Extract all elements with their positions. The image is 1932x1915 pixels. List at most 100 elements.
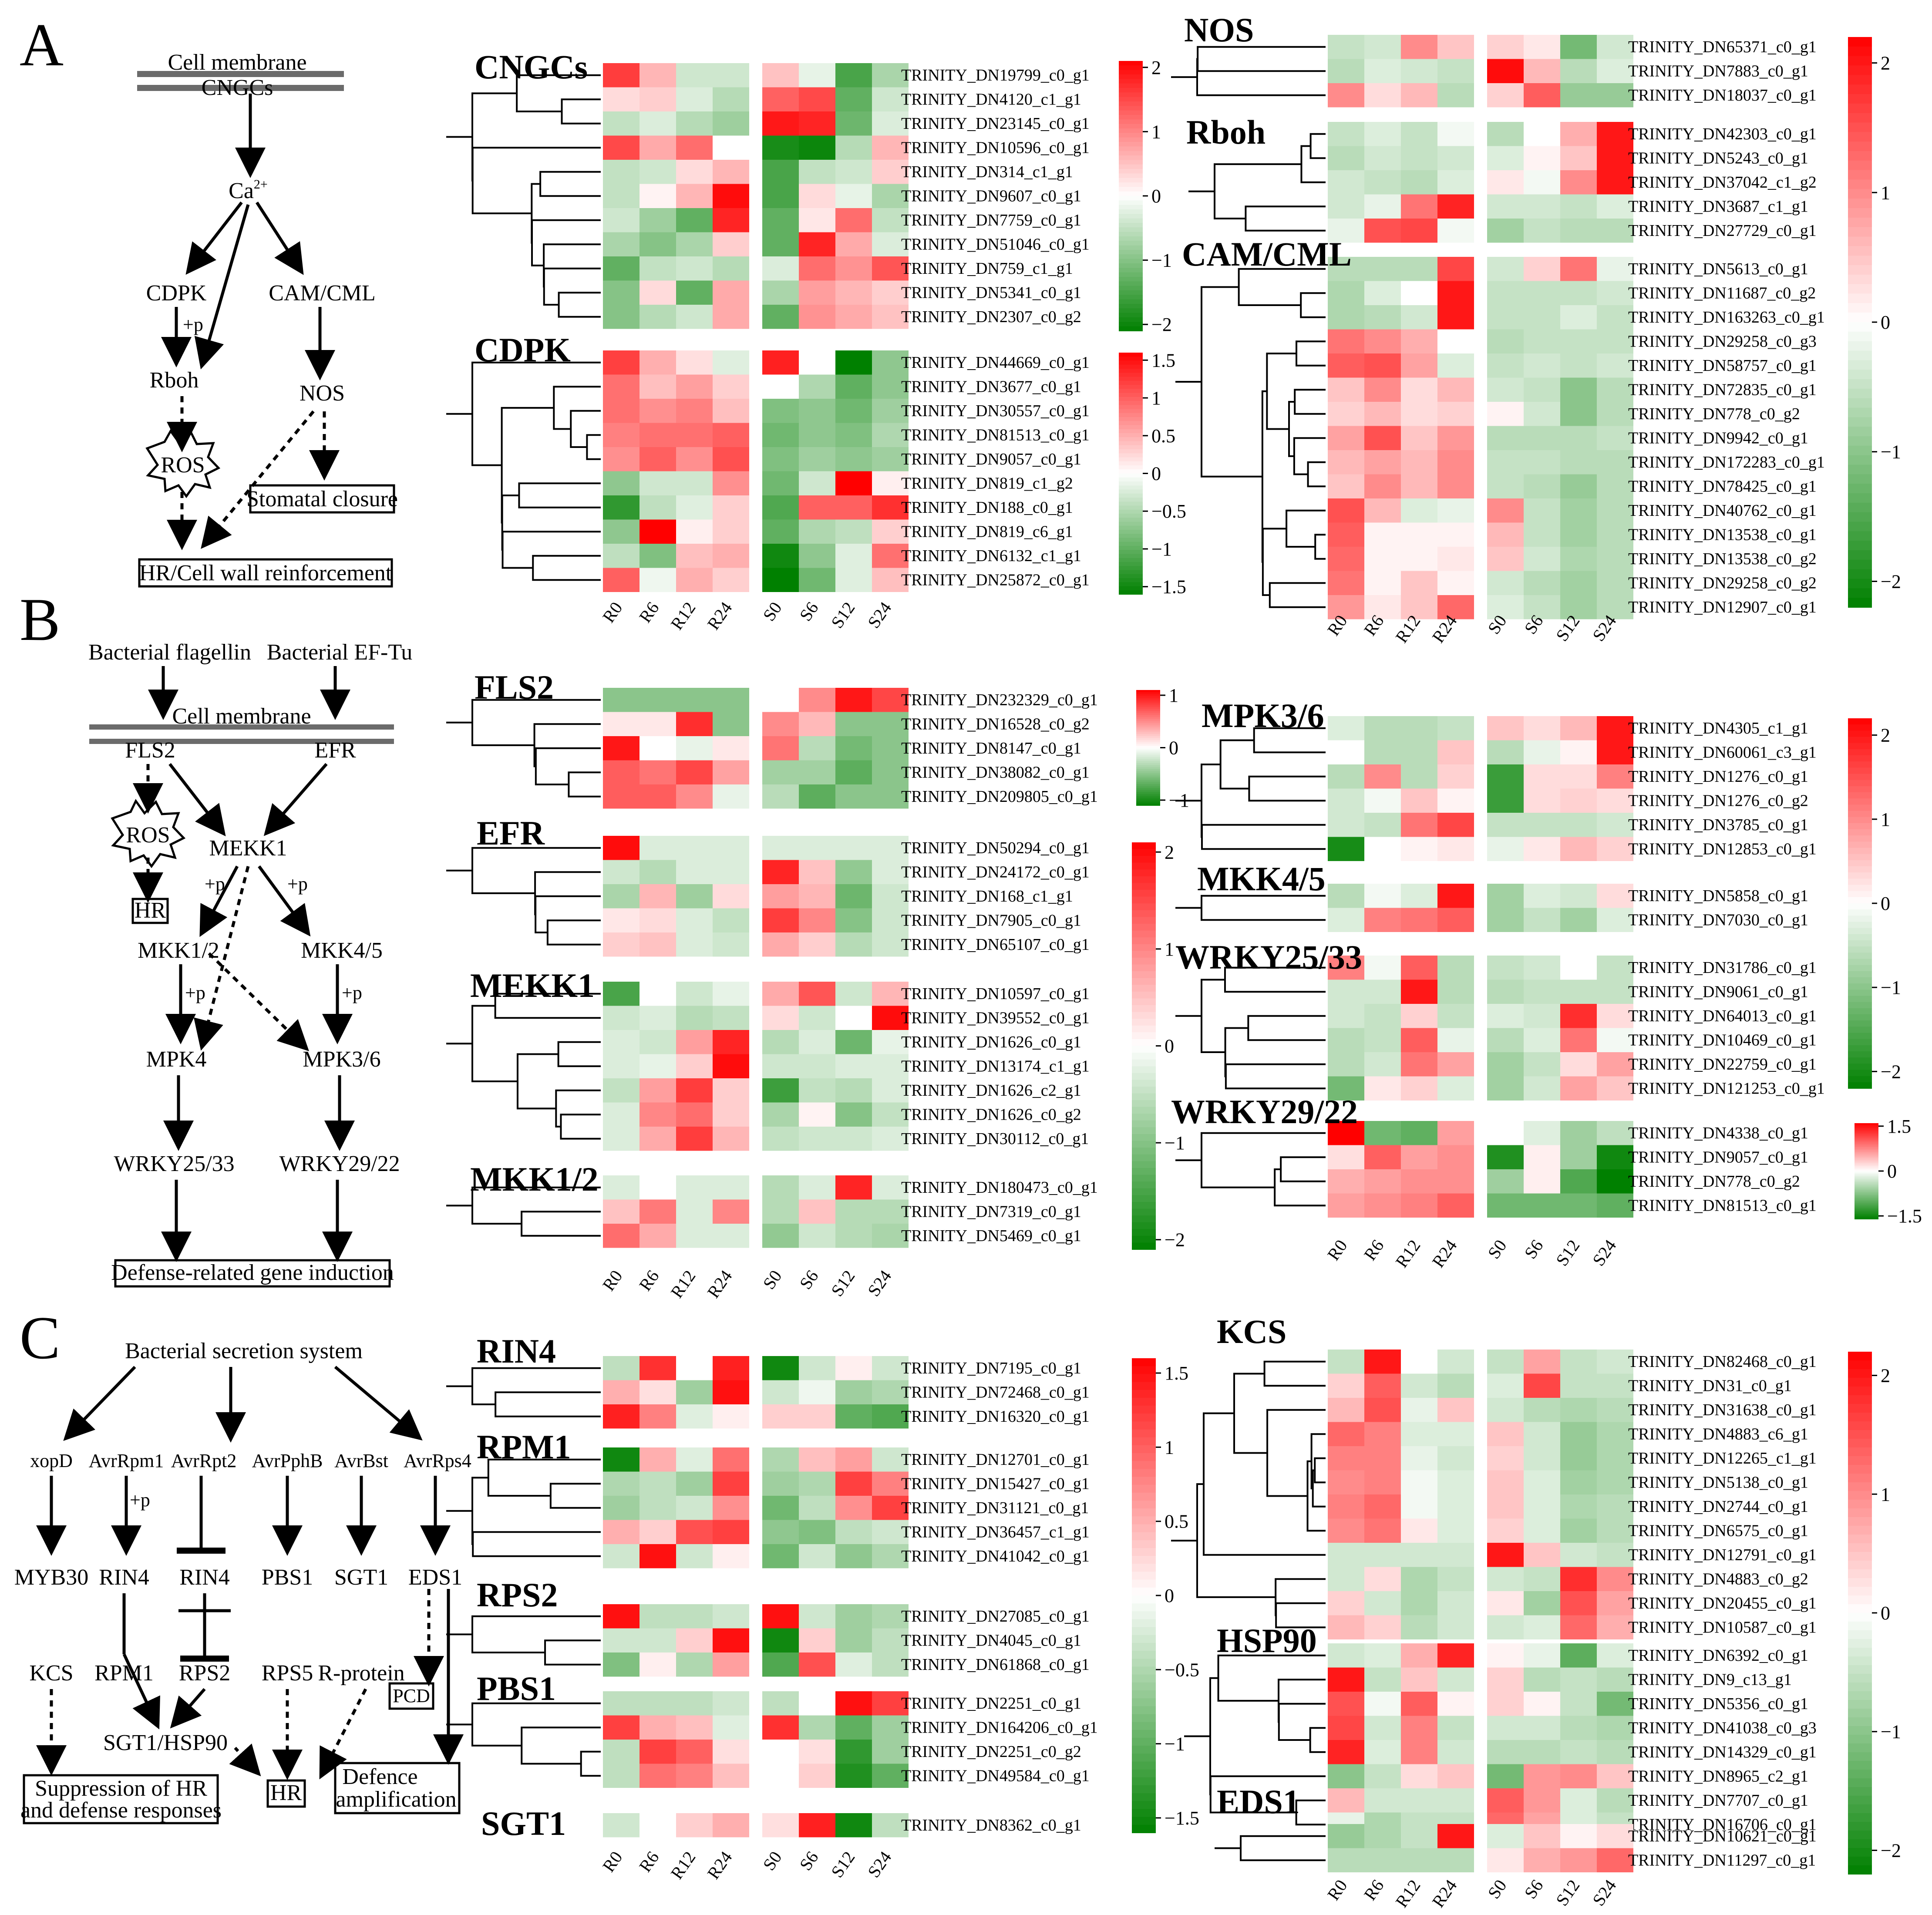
heatmap-mkk4-5-cell xyxy=(1597,884,1633,908)
heatmap-cam-cml-cell xyxy=(1560,329,1597,353)
cngcs-colour-bar-gradient-step xyxy=(1119,79,1143,84)
heatmap-wrky29-22-cell xyxy=(1401,1169,1437,1194)
effector-avrrpt2-label: AvrRpt2 xyxy=(171,1450,237,1471)
heatmap-hsp90-cell xyxy=(1437,1667,1474,1692)
panel-b-right-colour-bar-gradient-step xyxy=(1848,959,1872,966)
heatmap-hsp90-cell xyxy=(1401,1764,1437,1788)
heatmap-rpm1-cell xyxy=(640,1471,676,1496)
heatmap-cdpk-cell xyxy=(676,471,713,495)
heatmap-cam-cml-dendrogram-branch xyxy=(1238,268,1326,306)
panel-a-right-colour-bar-gradient-step xyxy=(1848,445,1872,456)
heatmap-nos-dendrogram xyxy=(1171,46,1326,96)
panel-c-left-colour-bar-gradient-step xyxy=(1132,1477,1156,1485)
heatmap-mkk1-2-cell xyxy=(676,1175,713,1200)
panel-a-right-colour-bar-gradient-step xyxy=(1848,151,1872,161)
heatmap-cdpk-cell xyxy=(603,471,640,495)
panel-a-left-columns-column-label: R24 xyxy=(703,598,736,633)
heatmap-cam-cml-cell xyxy=(1524,571,1560,595)
heatmap-cam-cml-cell xyxy=(1364,522,1401,547)
heatmap-wrky25-33-cell xyxy=(1524,1076,1560,1101)
heatmap-hsp90-cell xyxy=(1437,1716,1474,1740)
heatmap-cngcs-cell xyxy=(640,111,676,136)
panel-c-left-colour-bar-gradient-step xyxy=(1132,1429,1156,1438)
heatmap-rpm1-cell xyxy=(603,1447,640,1472)
heatmap-kcs-cell xyxy=(1597,1422,1633,1446)
heatmap-hsp90-cell xyxy=(1328,1740,1364,1764)
cngcs-colour-bar-gradient-step xyxy=(1119,200,1143,205)
heatmap-rps2-cell xyxy=(835,1628,872,1652)
heatmap-rin4-dendrogram-branch xyxy=(495,1391,601,1417)
heatmap-kcs-cell xyxy=(1487,1567,1524,1591)
heatmap-mekk1-title: MEKK1 xyxy=(470,966,595,1004)
heatmap-rboh-cell xyxy=(1560,219,1597,243)
heatmap-hsp90-cell xyxy=(1364,1740,1401,1764)
heatmap-efr-cell xyxy=(872,860,909,884)
heatmap-efr-cell xyxy=(713,836,749,860)
panel-b-right-columns-column-label: S12 xyxy=(1552,1236,1584,1269)
panel-c-right-columns-column-label: R6 xyxy=(1360,1876,1388,1904)
heatmap-eds1-cell xyxy=(1364,1848,1401,1872)
heatmap-kcs-cell xyxy=(1597,1398,1633,1422)
panel-b-left-colour-bar-gradient-step xyxy=(1132,964,1156,972)
heatmap-mkk1-2: TRINITY_DN180473_c0_g1TRINITY_DN7319_c0_… xyxy=(470,1160,1098,1248)
panel-b-right-colour-bar-gradient-step xyxy=(1848,835,1872,842)
heatmap-kcs-cell xyxy=(1328,1615,1364,1639)
heatmap-cngcs-cell xyxy=(799,305,835,329)
panel-b-right-colour-bar-gradient-step xyxy=(1848,946,1872,953)
heatmap-pbs1-cell xyxy=(799,1740,835,1764)
fls2-label: FLS2 xyxy=(125,738,175,763)
heatmap-mekk1-cell xyxy=(872,1078,909,1103)
cngcs-colour-bar-gradient-step xyxy=(1119,295,1143,300)
heatmap-pbs1-cell xyxy=(640,1764,676,1788)
panel-c-left-columns-column-label: R24 xyxy=(703,1848,736,1882)
panel-b-left-columns-column-label: S12 xyxy=(827,1266,859,1300)
heatmap-efr-cell xyxy=(762,860,799,884)
heatmap-mkk4-5-cell xyxy=(1524,908,1560,932)
heatmap-kcs-cell xyxy=(1597,1591,1633,1615)
heatmap-hsp90-cell xyxy=(1524,1643,1560,1668)
panel-c-right-colour-bar-gradient-step xyxy=(1848,1709,1872,1718)
heatmap-efr-cell xyxy=(603,908,640,932)
fls2-colour-bar-gradient-step xyxy=(1136,709,1160,712)
panel-c-right-colour-bar-gradient-step xyxy=(1848,1482,1872,1491)
panel-b-right-colour-bar-gradient-step xyxy=(1848,724,1872,731)
fls2-colour-bar-gradient-step xyxy=(1136,736,1160,739)
heatmap-hsp90-cell xyxy=(1401,1667,1437,1692)
heatmap-mekk1-cell xyxy=(835,1006,872,1030)
panel-b-left-colour-bar-tick-label: 0 xyxy=(1165,1036,1174,1057)
heatmap-cngcs-cell xyxy=(872,232,909,256)
panel-c-right-colour-bar-gradient-step xyxy=(1848,1813,1872,1822)
heatmap-mekk1-cell xyxy=(799,1102,835,1127)
heatmap-efr-dendrogram-branch xyxy=(535,895,601,933)
cdpk-colour-bar-gradient-step xyxy=(1119,401,1143,406)
panel-a-left-columns-column-label: S12 xyxy=(827,598,859,632)
heatmap-hsp90-cell xyxy=(1524,1740,1560,1764)
heatmap-mekk1-cell xyxy=(603,982,640,1006)
panel-b-right-colour-bar-gradient-step xyxy=(1848,872,1872,879)
heatmap-hsp90-cell xyxy=(1401,1740,1437,1764)
panel-c-left-colour-bar-gradient-step xyxy=(1132,1651,1156,1659)
heatmap-pbs1-cell xyxy=(676,1715,713,1740)
heatmap-mkk1-2-cell xyxy=(713,1199,749,1224)
heatmap-mpk3-6-row-label: TRINITY_DN12853_c0_g1 xyxy=(1628,840,1817,858)
cdpk-colour-bar-gradient-step xyxy=(1119,509,1143,514)
heatmap-rboh-cell xyxy=(1524,122,1560,146)
heatmap-wrky25-33-cell xyxy=(1560,1052,1597,1077)
cdpk-colour-bar-gradient-step xyxy=(1119,578,1143,583)
fls2-colour-bar-gradient-step xyxy=(1136,798,1160,800)
heatmap-kcs-cell xyxy=(1487,1422,1524,1446)
heatmap-fls2-row-label: TRINITY_DN38082_c0_g1 xyxy=(901,763,1090,781)
heatmap-rpm1-cell xyxy=(603,1520,640,1544)
heatmap-cdpk-cell xyxy=(799,471,835,495)
heatmap-mekk1-cell xyxy=(676,982,713,1006)
heatmap-wrky25-33-cell xyxy=(1401,979,1437,1004)
wrky2922-colour-bar-tick-label: −1.5 xyxy=(1887,1205,1922,1227)
heatmap-rboh-dendrogram-branch xyxy=(1245,205,1326,232)
cngcs-colour-bar-gradient-step xyxy=(1119,92,1143,98)
heatmap-wrky25-33-cell xyxy=(1524,1028,1560,1052)
panel-letter-a: A xyxy=(20,11,64,79)
panel-a-right-colour-bar-gradient-step xyxy=(1848,579,1872,589)
heatmap-cdpk-cell xyxy=(603,399,640,423)
heatmap-cngcs-cell xyxy=(872,280,909,305)
cngcs-colour-bar-gradient-step xyxy=(1119,88,1143,93)
